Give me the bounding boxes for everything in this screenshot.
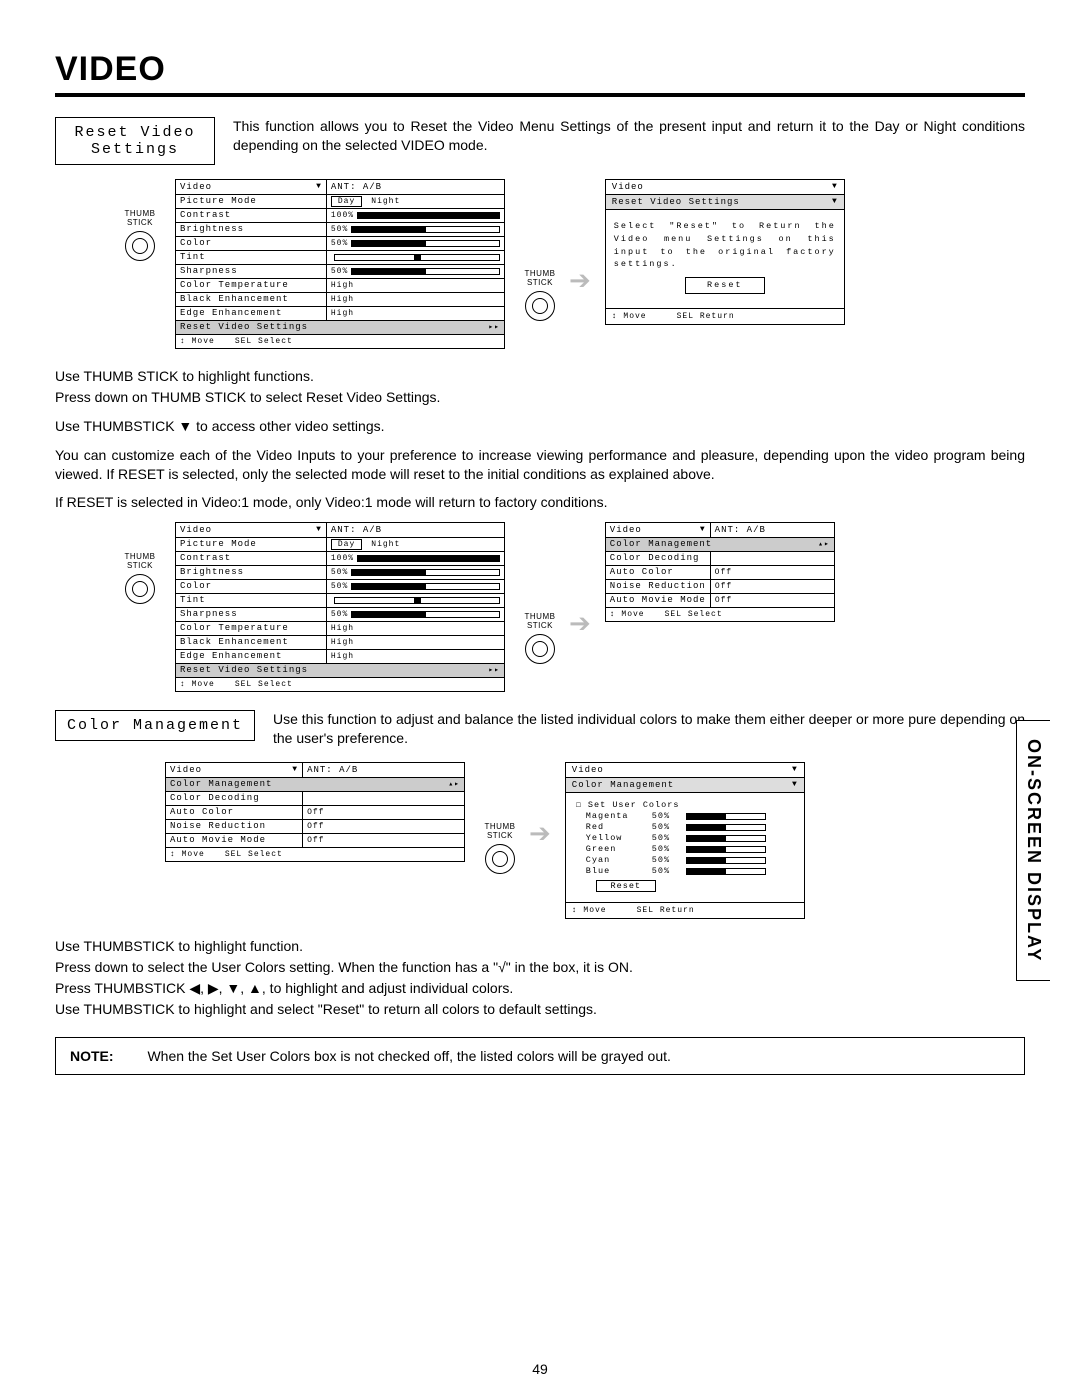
instruction-text: Use THUMBSTICK to highlight function.	[55, 937, 1025, 956]
instruction-text: Press THUMBSTICK ◀, ▶, ▼, ▲, to highligh…	[55, 979, 1025, 998]
arrow-right-icon: ➔	[529, 818, 551, 849]
instruction-text: You can customize each of the Video Inpu…	[55, 446, 1025, 484]
arrow-right-icon: ➔	[569, 265, 591, 296]
color-mgmt-label: Color Management	[55, 710, 255, 741]
side-tab: ON-SCREEN DISPLAY	[1016, 720, 1050, 981]
reset-video-desc: This function allows you to Reset the Vi…	[233, 117, 1025, 155]
color-mgmt-menu-1: Video ▼ANT: A/BColor Management ▴▸Color …	[605, 522, 835, 622]
reset-video-section: Reset Video Settings This function allow…	[55, 117, 1025, 165]
reset-dialog: Video ▼ Reset Video Settings ▼ Select "R…	[605, 179, 845, 325]
color-mgmt-detail: Video ▼ Color Management ▼ Set User Colo…	[565, 762, 805, 919]
video-menu-1: Video ▼ANT: A/BPicture ModeDayNightContr…	[175, 179, 505, 349]
instruction-text: Use THUMB STICK to highlight functions.	[55, 367, 1025, 386]
thumbstick-icon: THUMB STICK	[115, 209, 165, 261]
diagram-3: Video ▼ANT: A/BColor Management ▴▸Color …	[165, 762, 1025, 919]
note-text: When the Set User Colors box is not chec…	[147, 1048, 670, 1064]
reset-video-label: Reset Video Settings	[55, 117, 215, 165]
diagram-1: THUMB STICK Video ▼ANT: A/BPicture ModeD…	[115, 179, 1025, 349]
color-mgmt-menu-2: Video ▼ANT: A/BColor Management ▴▸Color …	[165, 762, 465, 862]
thumbstick-icon: THUMB STICK	[515, 612, 565, 664]
video-menu-2: Video ▼ANT: A/BPicture ModeDayNightContr…	[175, 522, 505, 692]
thumbstick-icon: THUMB STICK	[475, 822, 525, 874]
instruction-text: If RESET is selected in Video:1 mode, on…	[55, 493, 1025, 512]
instruction-text: Use THUMBSTICK ▼ to access other video s…	[55, 417, 1025, 436]
instruction-text: Use THUMBSTICK to highlight and select "…	[55, 1000, 1025, 1019]
thumbstick-icon: THUMB STICK	[515, 269, 565, 321]
color-mgmt-section: Color Management Use this function to ad…	[55, 710, 1025, 748]
instruction-text: Press down on THUMB STICK to select Rese…	[55, 388, 1025, 407]
color-mgmt-desc: Use this function to adjust and balance …	[273, 710, 1025, 748]
page-title: VIDEO	[55, 50, 1025, 97]
page-number: 49	[0, 1361, 1080, 1377]
note-label: NOTE:	[70, 1048, 114, 1064]
thumbstick-icon: THUMB STICK	[115, 552, 165, 604]
note-box: NOTE: When the Set User Colors box is no…	[55, 1037, 1025, 1075]
instruction-text: Press down to select the User Colors set…	[55, 958, 1025, 977]
diagram-2: THUMB STICK Video ▼ANT: A/BPicture ModeD…	[115, 522, 1025, 692]
arrow-right-icon: ➔	[569, 608, 591, 639]
